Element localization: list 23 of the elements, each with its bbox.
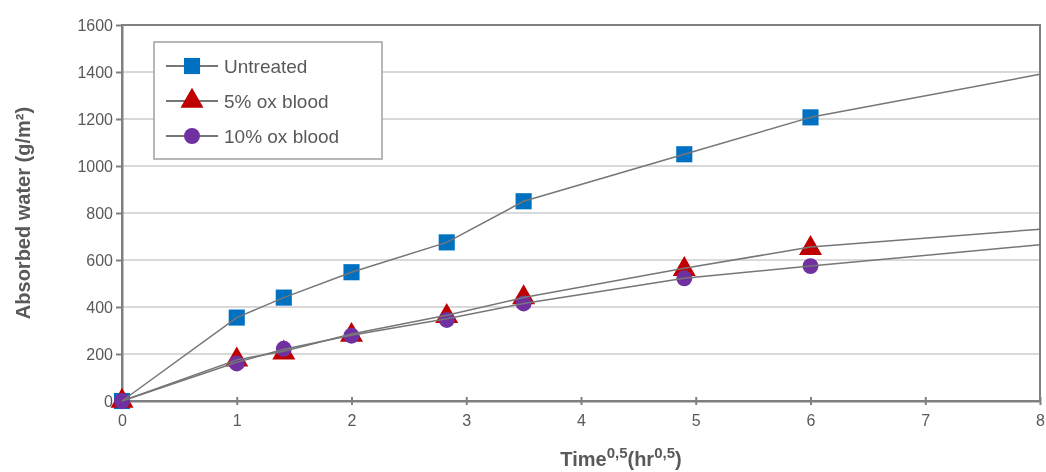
x-axis-title: Time$^{0,5}$(hr$^{0,5}$)	[560, 443, 682, 470]
y-tick-label: 0	[104, 392, 114, 410]
legend-label: 5% ox blood	[224, 90, 329, 112]
x-tick-label: 8	[1036, 412, 1046, 430]
x-tick-label: 5	[691, 412, 701, 430]
x-tick-label: 2	[347, 412, 357, 430]
x-tick-label: 6	[806, 412, 816, 430]
y-tick-label: 1200	[77, 110, 114, 128]
x-tick-label: 0	[118, 412, 128, 430]
x-tick-label: 4	[577, 412, 587, 430]
x-tick-label: 1	[232, 412, 242, 430]
x-tick-label: 7	[921, 412, 931, 430]
x-tick-label: 3	[462, 412, 472, 430]
legend-label: Untreated	[224, 55, 308, 77]
y-tick-label: 1600	[77, 16, 114, 34]
y-tick-label: 600	[86, 251, 114, 269]
y-tick-label: 200	[86, 345, 114, 363]
y-tick-label: 1000	[77, 157, 114, 175]
legend-label: 10% ox blood	[224, 125, 340, 147]
y-tick-label: 400	[86, 298, 114, 316]
y-tick-label: 800	[86, 204, 114, 222]
y-tick-label: 1400	[77, 63, 114, 81]
y-axis-title: Absorbed water (g/m²)	[12, 106, 34, 320]
